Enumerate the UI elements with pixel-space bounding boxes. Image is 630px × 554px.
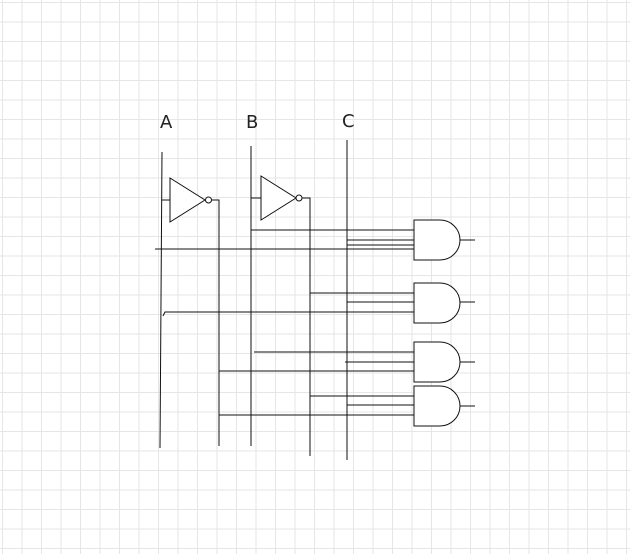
wires-and-gate-1 bbox=[155, 229, 414, 250]
not-gate-b bbox=[251, 175, 311, 456]
bus-a bbox=[159, 151, 163, 449]
label-b: B bbox=[246, 112, 258, 133]
not-gate-a bbox=[162, 177, 220, 446]
wires-and-gate-3 bbox=[219, 351, 414, 372]
and-gate-4 bbox=[413, 385, 475, 427]
and-gate-2 bbox=[413, 282, 475, 324]
wires-and-gate-4 bbox=[219, 395, 414, 416]
label-a: A bbox=[160, 112, 173, 133]
label-c: C bbox=[342, 111, 355, 132]
and-gate-1 bbox=[413, 219, 475, 261]
and-gate-3 bbox=[413, 341, 475, 383]
wires-and-gate-2 bbox=[162, 292, 414, 317]
